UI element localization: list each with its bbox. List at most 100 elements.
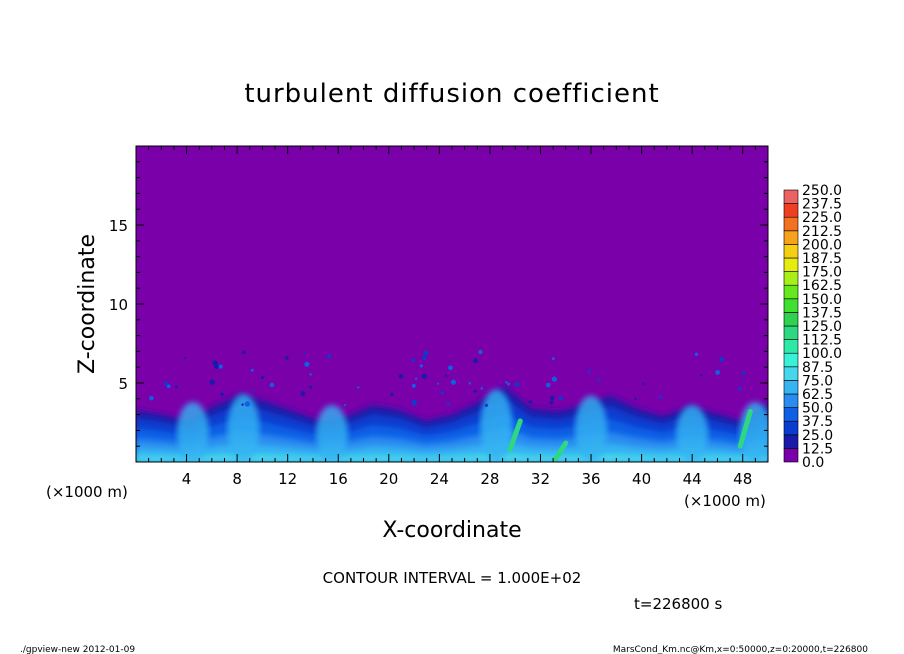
colorbar-label: 175.0 (802, 265, 842, 281)
eddy (480, 387, 484, 390)
colorbar-swatch (783, 420, 799, 436)
colorbar-label: 125.0 (802, 319, 842, 335)
y-tick-label: 15 (109, 217, 128, 235)
colorbar-label: 87.5 (802, 360, 833, 376)
eddy (411, 383, 416, 388)
y-axis: 5 10 15 (109, 161, 768, 447)
plume (227, 394, 260, 462)
x-axis: 4 8 12 16 20 24 28 32 36 40 44 48 (148, 146, 756, 488)
eddy (421, 373, 427, 379)
eddy (300, 391, 306, 396)
colorbar-label: 25.0 (802, 428, 833, 444)
eddy (472, 358, 478, 364)
eddy (398, 374, 404, 379)
x-scale-label: (×1000 m) (46, 483, 128, 501)
x-tick-label: 48 (733, 470, 752, 488)
x-tick-label: 20 (379, 470, 398, 488)
eddy (390, 392, 394, 397)
y-tick-label: 10 (109, 296, 128, 314)
colorbar-label: 237.5 (802, 197, 842, 213)
eddy (545, 382, 551, 388)
colorbar-swatch (783, 257, 799, 272)
eddy (326, 354, 332, 359)
colorbar-label: 137.5 (802, 305, 842, 321)
y-tick-label: 5 (118, 375, 128, 393)
contour-100 (737, 408, 753, 449)
eddy (284, 355, 289, 360)
colorbar-label: 12.5 (802, 441, 833, 457)
eddy (422, 356, 427, 361)
colorbar-swatch (783, 407, 799, 422)
eddy (357, 386, 360, 389)
eddy (304, 361, 310, 367)
x-tick-label: 32 (531, 470, 550, 488)
colorbar-swatch (783, 434, 799, 449)
eddy (343, 404, 347, 407)
eddy (149, 395, 154, 401)
eddy (166, 384, 171, 389)
eddy (303, 352, 306, 355)
colorbar-label: 212.5 (802, 224, 842, 240)
eddy (448, 365, 453, 371)
eddy (440, 391, 445, 395)
eddy (437, 382, 440, 385)
eddy (260, 375, 265, 380)
footer-right: MarsCond_Km.nc@Km,x=0:50000,z=0:20000,t=… (613, 645, 868, 654)
colorbar-label: 50.0 (802, 401, 833, 417)
colorbar-label: 200.0 (802, 237, 842, 253)
colorbar-swatch (783, 271, 799, 286)
eddy (209, 379, 216, 385)
eddy (250, 368, 254, 372)
colorbar-swatch (783, 312, 799, 327)
colorbar-swatch (783, 298, 799, 313)
colorbar-swatch (783, 244, 799, 259)
colorbar-label: 162.5 (802, 278, 842, 294)
eddy (450, 379, 456, 385)
eddy (252, 388, 255, 391)
plume (575, 395, 608, 462)
eddy (737, 386, 742, 391)
eddy (411, 358, 416, 363)
plot-area (136, 146, 768, 462)
eddy (244, 401, 251, 407)
plume (480, 389, 513, 462)
eddy (468, 382, 471, 385)
colorbar-swatch (783, 284, 799, 300)
colorbar-swatch (783, 380, 799, 395)
eddy (444, 374, 448, 377)
eddy (715, 370, 721, 375)
eddy (587, 369, 591, 373)
eddy (514, 382, 520, 387)
heatmap-field (136, 349, 768, 462)
eddy (473, 389, 477, 393)
eddy (241, 403, 244, 406)
colorbar-swatch (783, 230, 799, 245)
eddy (505, 381, 508, 384)
eddy (597, 378, 601, 381)
eddy (308, 385, 313, 389)
contour-100 (507, 418, 523, 452)
colorbar-swatch (783, 352, 799, 368)
x-tick-label: 4 (182, 470, 192, 488)
eddy (699, 374, 703, 377)
eddy (484, 403, 489, 407)
eddy (183, 356, 186, 360)
time-label: t=226800 s (634, 595, 722, 613)
colorbar-label: 100.0 (802, 346, 842, 362)
eddy (549, 400, 554, 405)
eddy (419, 364, 423, 368)
colorbar-swatch (783, 339, 799, 354)
x-tick-label: 44 (683, 470, 702, 488)
heatmap-layer-75 (136, 452, 768, 462)
colorbar-swatch (783, 448, 799, 463)
colorbar-swatch (783, 325, 799, 340)
plume (176, 401, 209, 462)
eddy (551, 357, 555, 361)
chart-title: turbulent diffusion coefficient (244, 79, 659, 109)
contour-100 (553, 440, 569, 462)
colorbar-swatch (783, 203, 799, 218)
eddy (163, 381, 169, 387)
colorbar-label: 150.0 (802, 292, 842, 308)
eddy (719, 356, 725, 362)
